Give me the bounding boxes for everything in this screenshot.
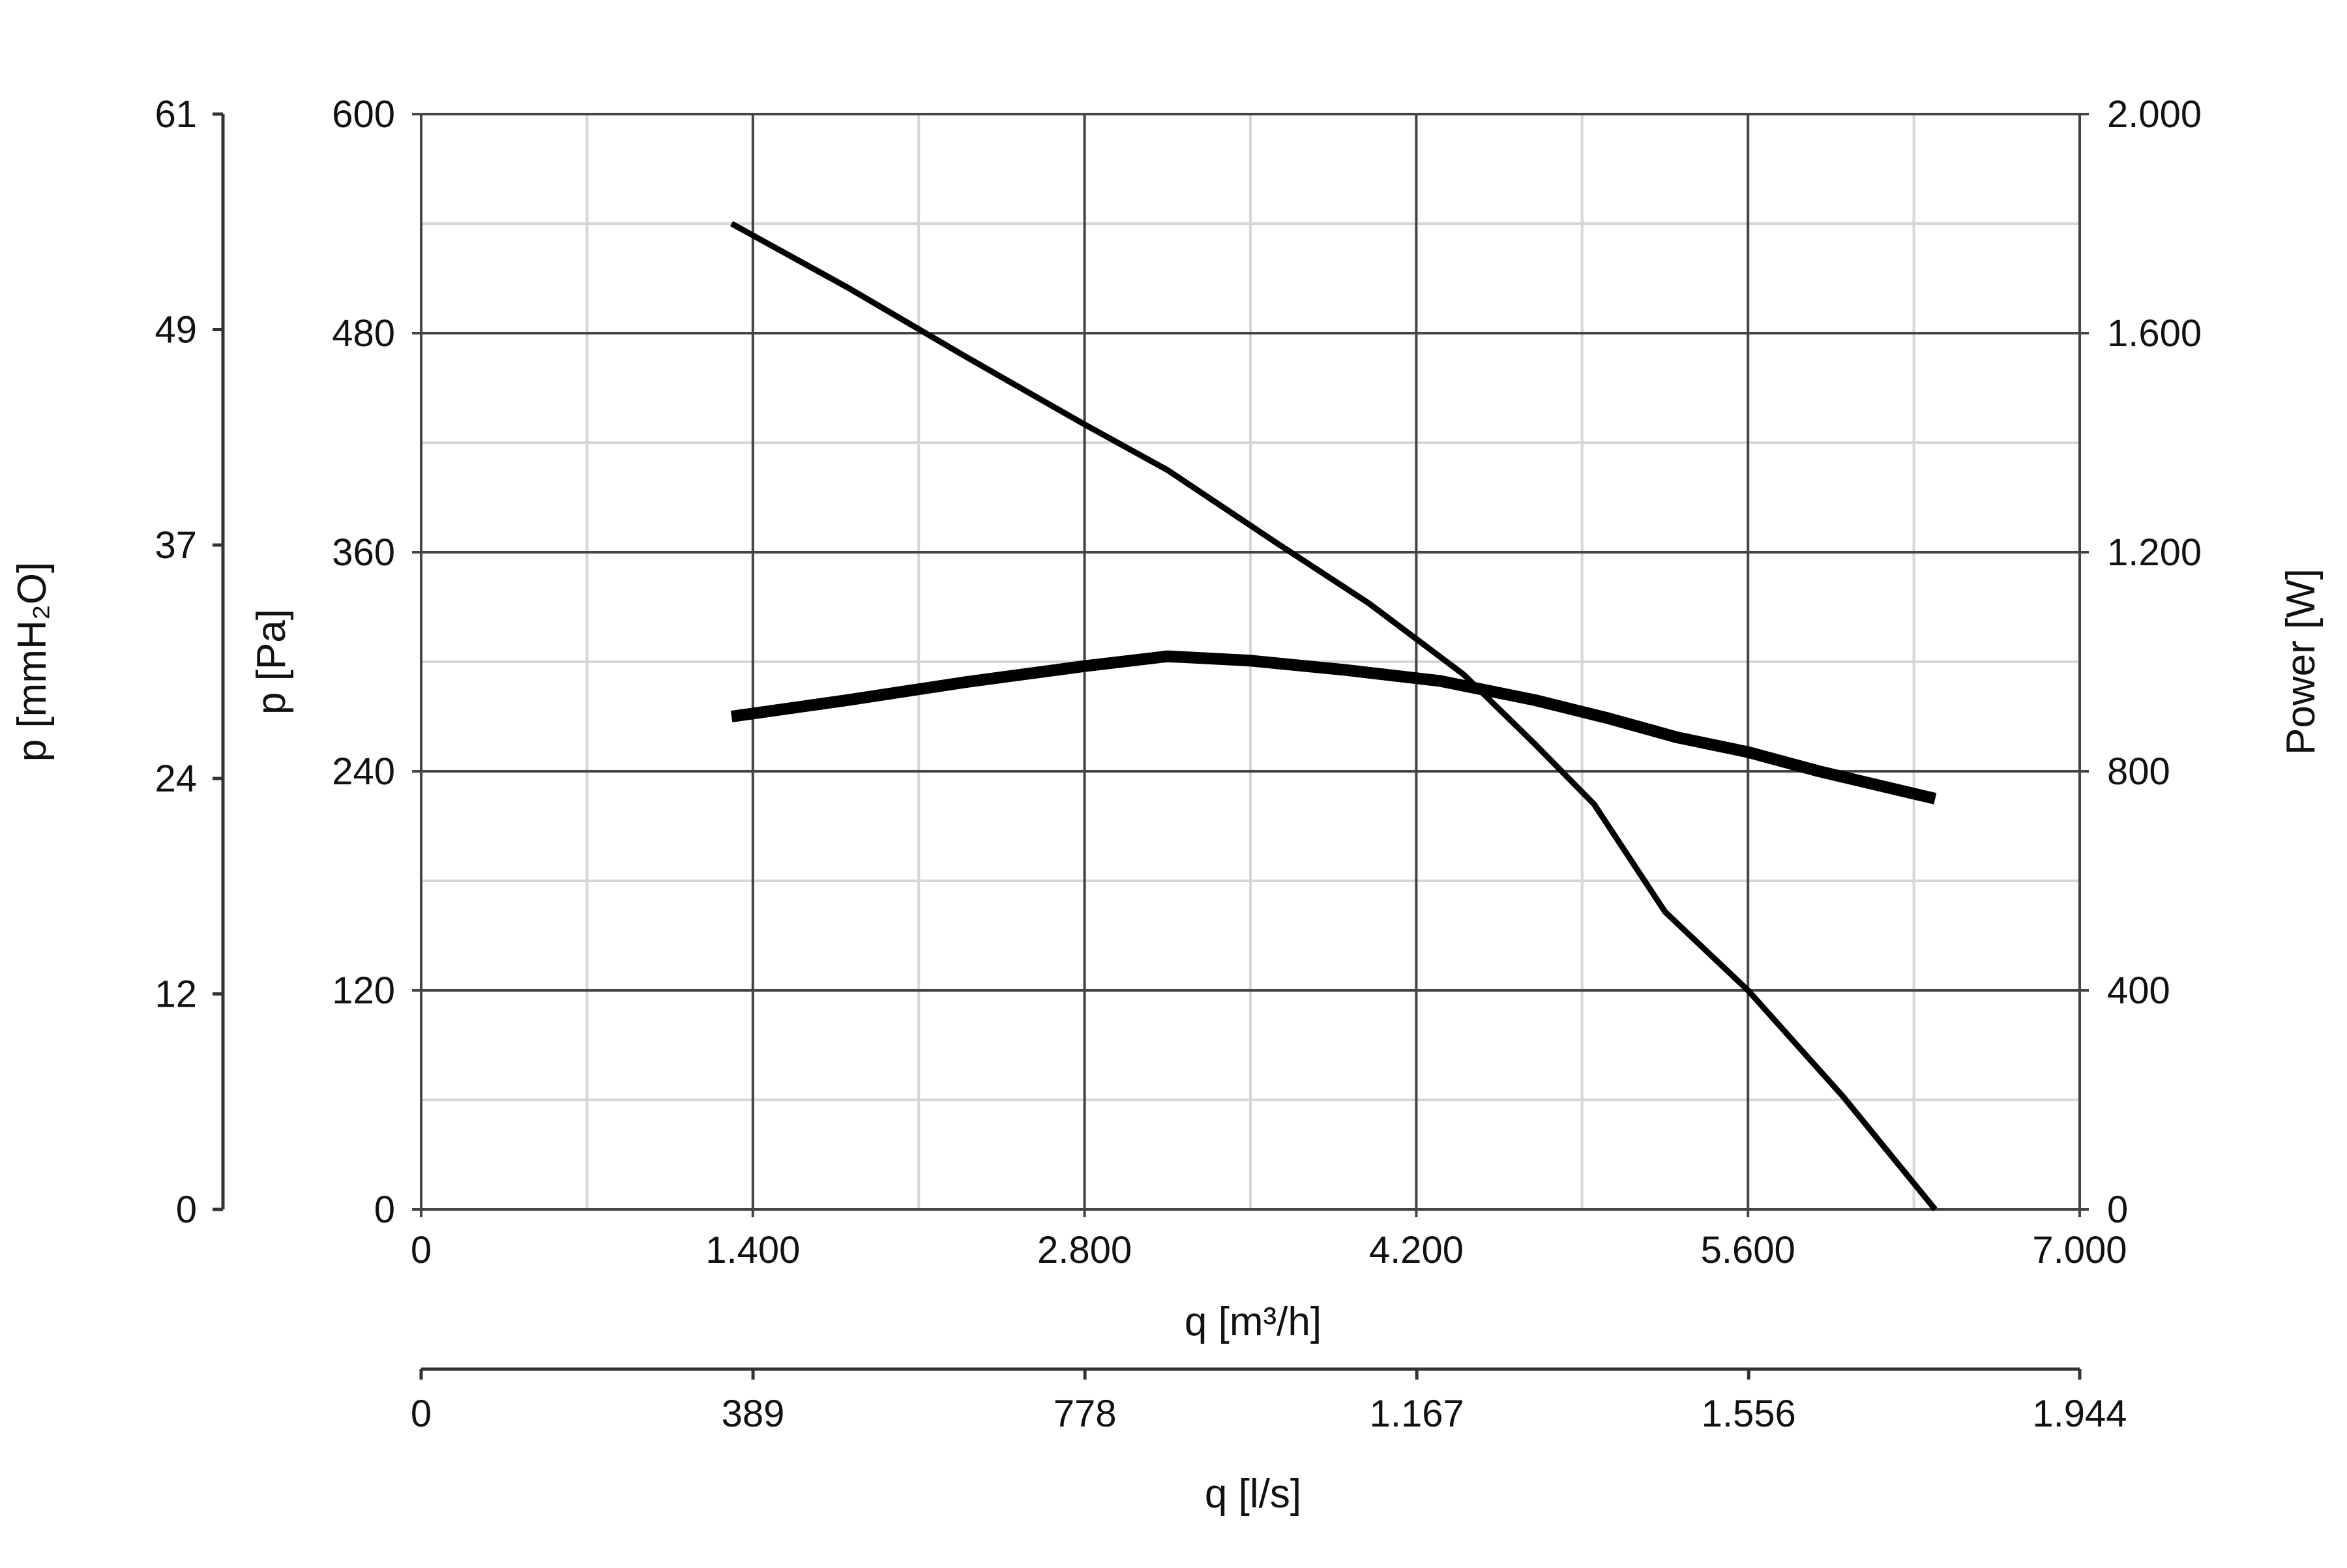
y-right-tick-label: 1.200: [2107, 531, 2202, 574]
y-primary-tick-label: 120: [332, 969, 395, 1012]
y-outer-tick-label: 37: [155, 524, 197, 567]
x-secondary-tick-label: 1.944: [2032, 1393, 2127, 1435]
x-primary-axis-title: q [m³/h]: [1185, 1299, 1321, 1344]
y-outer-tick-label: 0: [176, 1189, 197, 1231]
y-primary-tick-label: 240: [332, 750, 395, 793]
y-outer-tick-label: 12: [155, 973, 197, 1016]
y-right-tick-label: 0: [2107, 1189, 2128, 1231]
labels-group: 0 1.400 2.800 4.200 5.600 7.00001202403604806…: [155, 93, 2202, 1435]
y-outer-axis-title: p [mmH₂O]: [10, 562, 55, 762]
y-right-axis-title: Power [W]: [2279, 569, 2324, 755]
power-curve-line: [730, 650, 1937, 805]
y-primary-tick-label: 480: [332, 312, 395, 355]
x-primary-tick-label: 5.600: [1701, 1229, 1795, 1271]
x-secondary-tick-label: 1.556: [1702, 1393, 1796, 1435]
x-secondary-axis-title: q [l/s]: [1205, 1472, 1301, 1516]
x-primary-tick-label: 7.000: [2032, 1229, 2127, 1271]
x-primary-tick-label: 4.200: [1369, 1229, 1464, 1271]
x-secondary-tick-label: 778: [1054, 1393, 1117, 1435]
x-primary-tick-label: 0: [411, 1229, 432, 1271]
x-secondary-tick-label: 1.167: [1370, 1393, 1464, 1435]
minor-grid: [421, 114, 2080, 1209]
y-right-tick-label: 1.600: [2107, 312, 2202, 355]
y-primary-tick-label: 0: [374, 1189, 395, 1231]
y-right-tick-label: 800: [2107, 750, 2170, 793]
x-secondary-tick-label: 389: [722, 1393, 785, 1435]
y-outer-tick-label: 61: [155, 93, 197, 136]
y-primary-axis-title: p [Pa]: [249, 609, 294, 715]
y-outer-tick-label: 49: [155, 308, 197, 351]
x-primary-tick-label: 2.800: [1037, 1229, 1132, 1271]
y-right-tick-label: 2.000: [2107, 93, 2202, 136]
pressure-curve-line: [730, 221, 1938, 1211]
x-primary-tick-label: 1.400: [705, 1229, 800, 1271]
y-right-tick-label: 400: [2107, 969, 2170, 1012]
series-group: [730, 221, 1938, 1211]
y-primary-tick-label: 600: [332, 93, 395, 136]
y-outer-tick-label: 24: [155, 758, 197, 800]
y-primary-tick-label: 360: [332, 531, 395, 574]
axes: [213, 112, 2082, 1380]
x-secondary-tick-label: 0: [411, 1393, 432, 1435]
